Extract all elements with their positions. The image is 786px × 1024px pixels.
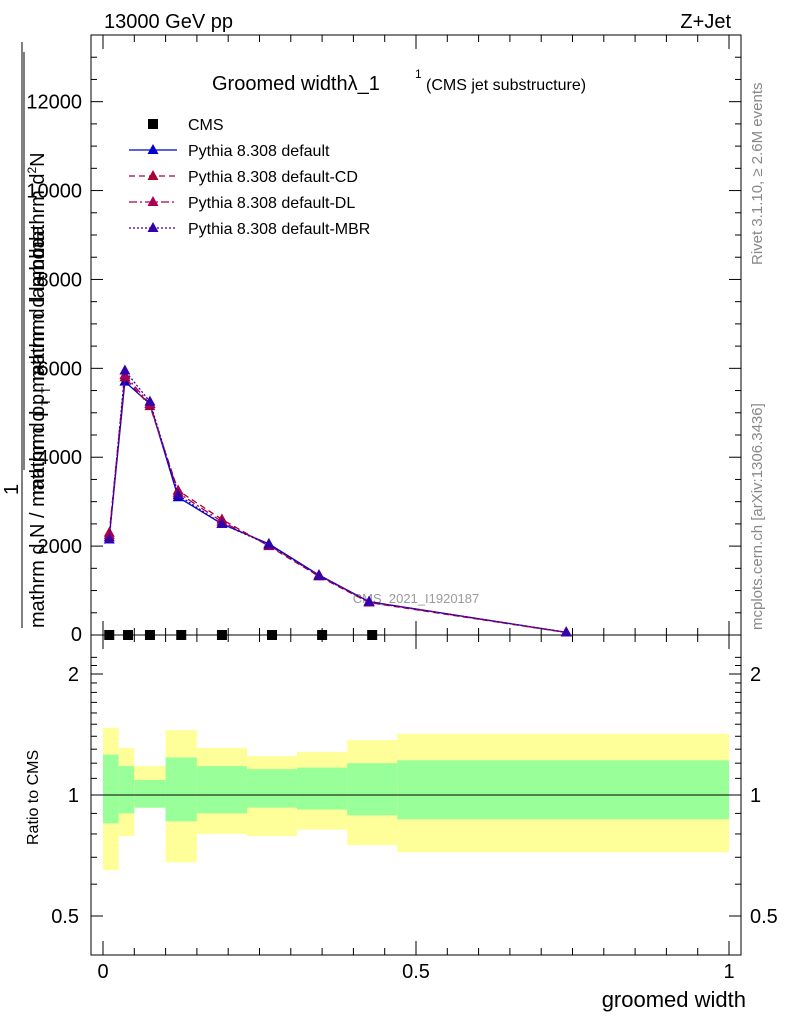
series-marker-4 xyxy=(313,569,325,580)
legend-triangle xyxy=(147,222,159,232)
analysis-watermark: CMS_2021_I1920187 xyxy=(353,591,480,606)
ratio-band-green xyxy=(347,763,398,816)
series-line-4 xyxy=(108,368,567,633)
ratio-axes: 0.5 0.5 1 1 2 2 0 0.5 1 xyxy=(51,635,778,983)
series-marker-4 xyxy=(103,533,115,544)
ratio-band-green xyxy=(297,767,348,810)
svg-text:Groomed widthλ_1: Groomed widthλ_1 xyxy=(212,73,380,95)
legend-marker-cms xyxy=(148,119,158,129)
ratio-ytick-label-right: 0.5 xyxy=(750,906,778,928)
title-superscript: 1 xyxy=(415,67,422,81)
series-marker-4 xyxy=(263,538,275,549)
series-marker-4 xyxy=(119,364,131,375)
ratio-band-green xyxy=(103,754,119,824)
energy-label: 13000 GeV pp xyxy=(104,11,233,33)
plot-title: Groomed widthλ_1 1 (CMS jet substructure… xyxy=(212,67,586,95)
main-ytick-label-zero: 0 xyxy=(71,624,82,646)
cms-data-point xyxy=(317,630,328,640)
main-ytick-label: 12000 xyxy=(26,92,82,114)
ylabel-prefix-denominator: mathrm d N / mathrm d pT mathrm d lambda xyxy=(27,236,53,628)
main-axes: 2000 4000 6000 8000 10000 12000 0 xyxy=(26,35,741,646)
cms-data-point xyxy=(104,630,115,640)
ratio-xtick-label: 0 xyxy=(97,961,108,983)
legend: CMS Pythia 8.308 default Pythia 8.308 defa… xyxy=(129,117,370,238)
title-main: Groomed width xyxy=(212,73,348,95)
main-ytick-label: 8000 xyxy=(38,269,83,291)
main-ytick-label: 6000 xyxy=(38,358,83,380)
ratio-ylabel: Ratio to CMS xyxy=(25,750,42,845)
legend-triangle xyxy=(147,196,159,206)
legend-label: Pythia 8.308 default xyxy=(188,143,330,160)
ratio-band-green xyxy=(118,766,135,814)
main-ylabel: mathrm d2N mathrm d pT mathrm d lambda 1… xyxy=(1,42,53,628)
ratio-ytick-label-left: 1 xyxy=(68,785,79,807)
rivet-side-label: Rivet 3.1.10, ≥ 2.6M events xyxy=(749,83,766,266)
series-line-1 xyxy=(108,380,567,633)
cms-data-point xyxy=(176,630,187,640)
series-marker-4 xyxy=(172,489,184,499)
mcplots-side-label: mcplots.cern.ch [arXiv:1306.3436] xyxy=(749,403,766,630)
ratio-bands xyxy=(91,727,741,871)
series-marker-4 xyxy=(560,626,572,637)
ylabel-prefix-one: 1 xyxy=(1,484,23,495)
cms-data-point xyxy=(367,630,378,640)
ylabel-numerator-denominator: mathrm d pT mathrm d lambda xyxy=(27,224,53,495)
ratio-band-green xyxy=(134,779,166,808)
main-ytick-label: 2000 xyxy=(38,536,83,558)
cms-data-point xyxy=(123,630,134,640)
ratio-ytick-label-left: 0.5 xyxy=(51,906,79,928)
xaxis-label: groomed width xyxy=(602,987,746,1012)
series-line-2 xyxy=(108,375,567,634)
legend-label: Pythia 8.308 default-DL xyxy=(188,195,355,212)
main-ytick-label: 4000 xyxy=(38,447,83,469)
ratio-band-green xyxy=(246,769,298,808)
legend-label: CMS xyxy=(188,117,224,134)
ratio-ytick-label-left: 2 xyxy=(68,664,79,686)
ratio-xtick-label: 0.5 xyxy=(402,961,430,983)
legend-triangle xyxy=(147,170,159,180)
cms-data-point xyxy=(267,630,278,640)
ratio-band-green xyxy=(397,760,729,820)
ratio-xtick-label: 1 xyxy=(723,961,734,983)
main-ytick-label: 10000 xyxy=(26,181,82,203)
cms-data-point xyxy=(216,630,227,640)
ratio-ytick-label-right: 1 xyxy=(750,785,761,807)
ratio-ytick-label-right: 2 xyxy=(750,664,761,686)
cms-data-point xyxy=(144,630,155,640)
series-marker-4 xyxy=(144,395,156,406)
legend-triangle xyxy=(147,144,159,154)
legend-label: Pythia 8.308 default-MBR xyxy=(188,221,370,238)
ylabel-numerator: mathrm d2N xyxy=(25,152,49,258)
title-symbol: λ_1 xyxy=(348,73,380,95)
series-marker-4 xyxy=(216,517,228,528)
ratio-band-green xyxy=(165,757,197,822)
main-series xyxy=(103,364,572,640)
process-label: Z+Jet xyxy=(680,11,731,33)
legend-label: Pythia 8.308 default-CD xyxy=(188,169,358,186)
series-marker-4 xyxy=(363,595,375,606)
title-subtitle: (CMS jet substructure) xyxy=(426,77,586,94)
ratio-band-green xyxy=(196,766,247,814)
series-line-3 xyxy=(108,373,567,634)
